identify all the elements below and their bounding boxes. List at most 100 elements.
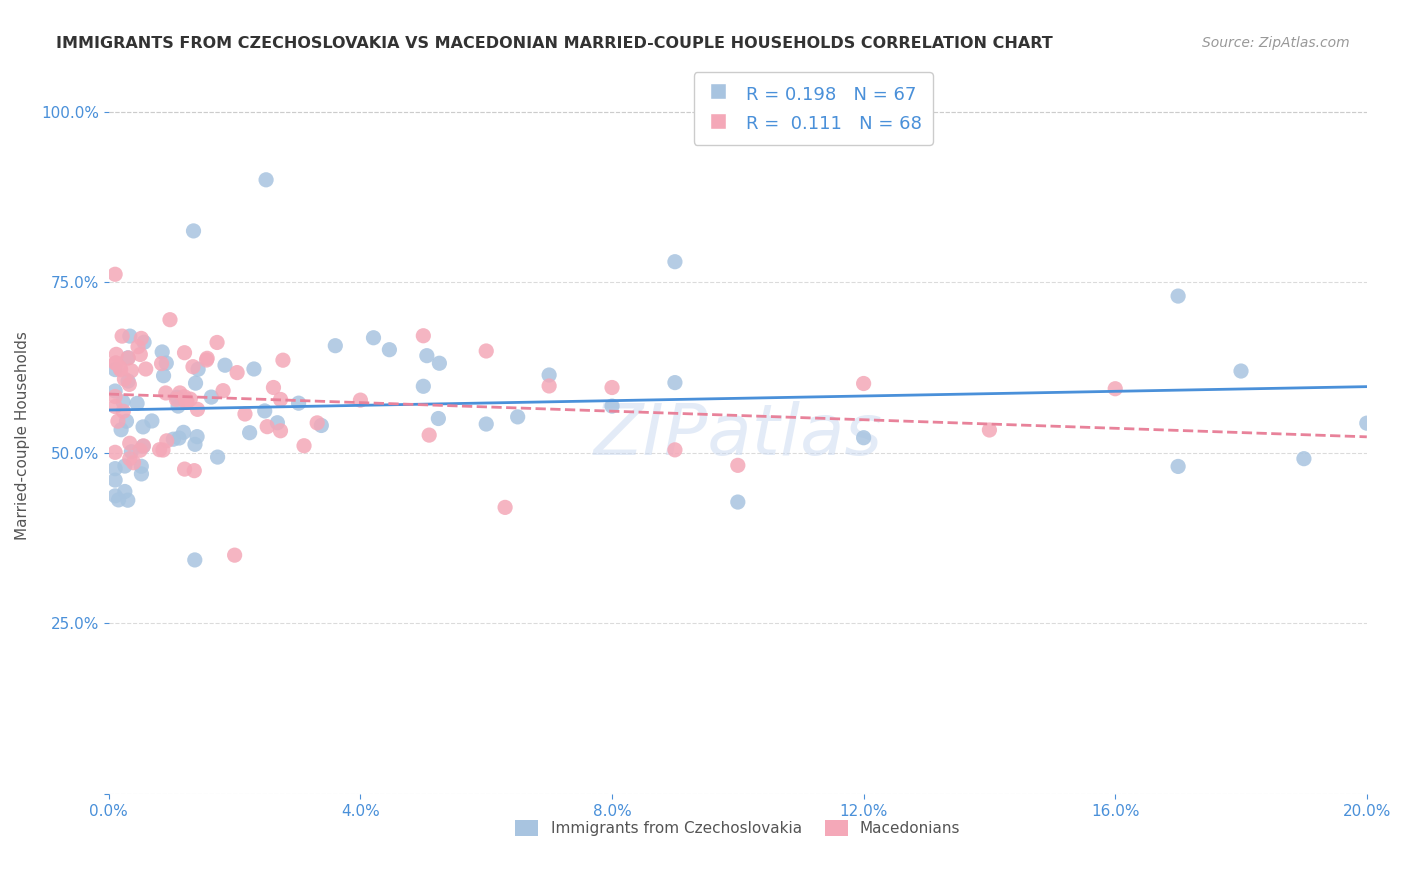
- Immigrants from Czechoslovakia: [253, 404, 276, 418]
- Text: IMMIGRANTS FROM CZECHOSLOVAKIA VS MACEDONIAN MARRIED-COUPLE HOUSEHOLDS CORRELATI: IMMIGRANTS FROM CZECHOSLOVAKIA VS MACEDO…: [56, 36, 1053, 51]
- Macedonians: [233, 407, 256, 421]
- Immigrants from Czechoslovakia: [1167, 459, 1189, 474]
- Macedonians: [107, 414, 129, 428]
- Macedonians: [727, 458, 749, 473]
- Macedonians: [307, 416, 329, 430]
- Macedonians: [127, 340, 149, 354]
- Macedonians: [117, 351, 139, 365]
- Immigrants from Czechoslovakia: [1167, 289, 1189, 303]
- Macedonians: [179, 392, 201, 406]
- Immigrants from Czechoslovakia: [184, 376, 207, 391]
- Immigrants from Czechoslovakia: [506, 409, 529, 424]
- Macedonians: [152, 443, 174, 458]
- Macedonians: [108, 360, 131, 375]
- Macedonians: [118, 436, 141, 450]
- Macedonians: [181, 359, 204, 374]
- Text: Source: ZipAtlas.com: Source: ZipAtlas.com: [1202, 36, 1350, 50]
- Immigrants from Czechoslovakia: [266, 416, 288, 430]
- Immigrants from Czechoslovakia: [104, 362, 127, 376]
- Macedonians: [110, 362, 132, 376]
- Immigrants from Czechoslovakia: [311, 418, 333, 433]
- Macedonians: [664, 442, 686, 457]
- Macedonians: [129, 331, 152, 345]
- Immigrants from Czechoslovakia: [243, 362, 266, 376]
- Macedonians: [112, 372, 135, 386]
- Macedonians: [150, 357, 173, 371]
- Immigrants from Czechoslovakia: [852, 431, 875, 445]
- Immigrants from Czechoslovakia: [150, 345, 173, 359]
- Immigrants from Czechoslovakia: [727, 495, 749, 509]
- Macedonians: [494, 500, 516, 515]
- Macedonians: [224, 548, 246, 562]
- Immigrants from Czechoslovakia: [132, 335, 155, 350]
- Immigrants from Czechoslovakia: [184, 553, 207, 567]
- Immigrants from Czechoslovakia: [132, 420, 155, 434]
- Immigrants from Czechoslovakia: [131, 459, 153, 474]
- Immigrants from Czechoslovakia: [600, 399, 623, 413]
- Macedonians: [269, 424, 291, 438]
- Macedonians: [111, 329, 134, 343]
- Immigrants from Czechoslovakia: [118, 329, 141, 343]
- Immigrants from Czechoslovakia: [166, 390, 188, 404]
- Macedonians: [173, 462, 195, 476]
- Y-axis label: Married-couple Households: Married-couple Households: [15, 331, 30, 541]
- Macedonians: [104, 445, 127, 459]
- Immigrants from Czechoslovakia: [104, 473, 127, 487]
- Immigrants from Czechoslovakia: [117, 374, 139, 388]
- Legend: Immigrants from Czechoslovakia, Macedonians: Immigrants from Czechoslovakia, Macedoni…: [508, 813, 967, 844]
- Macedonians: [104, 390, 127, 404]
- Macedonians: [176, 395, 198, 409]
- Macedonians: [183, 464, 205, 478]
- Macedonians: [1104, 382, 1126, 396]
- Macedonians: [418, 428, 440, 442]
- Macedonians: [292, 439, 315, 453]
- Immigrants from Czechoslovakia: [200, 390, 222, 404]
- Immigrants from Czechoslovakia: [110, 423, 132, 437]
- Immigrants from Czechoslovakia: [167, 431, 190, 445]
- Immigrants from Czechoslovakia: [162, 432, 184, 446]
- Immigrants from Czechoslovakia: [427, 411, 450, 425]
- Macedonians: [270, 392, 292, 407]
- Immigrants from Czechoslovakia: [664, 254, 686, 268]
- Macedonians: [135, 362, 157, 376]
- Immigrants from Czechoslovakia: [475, 417, 498, 431]
- Macedonians: [169, 385, 191, 400]
- Macedonians: [118, 377, 141, 392]
- Macedonians: [349, 393, 371, 408]
- Immigrants from Czechoslovakia: [115, 414, 138, 428]
- Macedonians: [104, 267, 127, 281]
- Macedonians: [600, 380, 623, 394]
- Immigrants from Czechoslovakia: [239, 425, 262, 440]
- Immigrants from Czechoslovakia: [416, 349, 439, 363]
- Macedonians: [205, 335, 228, 350]
- Immigrants from Czechoslovakia: [104, 461, 127, 475]
- Immigrants from Czechoslovakia: [104, 384, 127, 398]
- Macedonians: [538, 379, 561, 393]
- Immigrants from Czechoslovakia: [152, 368, 174, 383]
- Text: ZIPatlas: ZIPatlas: [593, 401, 883, 470]
- Immigrants from Czechoslovakia: [183, 224, 205, 238]
- Macedonians: [129, 443, 152, 458]
- Macedonians: [176, 394, 198, 409]
- Macedonians: [195, 353, 218, 368]
- Immigrants from Czechoslovakia: [323, 339, 346, 353]
- Macedonians: [852, 376, 875, 391]
- Immigrants from Czechoslovakia: [132, 439, 155, 453]
- Macedonians: [156, 434, 179, 448]
- Immigrants from Czechoslovakia: [1230, 364, 1253, 378]
- Macedonians: [129, 347, 152, 361]
- Immigrants from Czechoslovakia: [117, 351, 139, 365]
- Immigrants from Czechoslovakia: [207, 450, 229, 464]
- Macedonians: [226, 366, 249, 380]
- Macedonians: [475, 343, 498, 358]
- Macedonians: [165, 392, 187, 407]
- Immigrants from Czechoslovakia: [1355, 416, 1378, 430]
- Immigrants from Czechoslovakia: [111, 395, 134, 409]
- Immigrants from Czechoslovakia: [104, 489, 127, 503]
- Immigrants from Czechoslovakia: [131, 467, 153, 481]
- Immigrants from Czechoslovakia: [186, 430, 208, 444]
- Immigrants from Czechoslovakia: [378, 343, 401, 357]
- Immigrants from Czechoslovakia: [412, 379, 434, 393]
- Macedonians: [195, 351, 218, 366]
- Immigrants from Czechoslovakia: [538, 368, 561, 382]
